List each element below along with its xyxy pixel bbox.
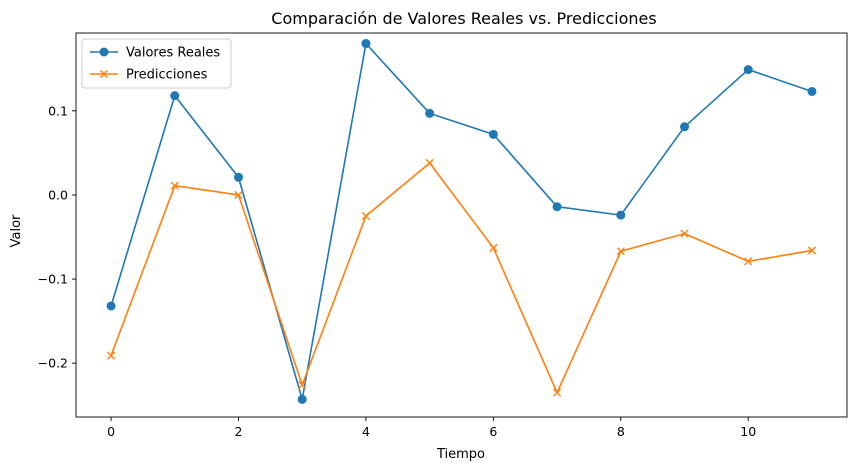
- x-tick-label-1: 2: [235, 424, 243, 439]
- series-0-point-11: [807, 86, 817, 96]
- series-0-point-1: [170, 91, 180, 101]
- y-axis-label: Valor: [9, 214, 24, 247]
- series-0-point-3: [297, 394, 307, 404]
- series-0-point-8: [616, 210, 626, 220]
- series-layer: [106, 39, 817, 404]
- x-axis: 0 2 4 6 8 10: [107, 417, 756, 439]
- series-0-point-7: [552, 202, 562, 212]
- y-tick-label-2: 0.0: [48, 187, 68, 202]
- series-1-point-5: [425, 158, 434, 168]
- series-1-point-11: [807, 246, 817, 255]
- x-axis-label: Tiempo: [436, 447, 485, 462]
- series-1-point-2: [234, 190, 243, 200]
- legend-label-0: Valores Reales: [126, 46, 220, 61]
- x-tick-label-0: 0: [107, 424, 115, 439]
- y-tick-label-0: −0.2: [38, 356, 68, 371]
- series-0-point-6: [488, 129, 498, 139]
- plot-area: [75, 32, 848, 418]
- chart-title: Comparación de Valores Reales vs. Predic…: [271, 9, 656, 28]
- x-tick-label-3: 6: [489, 424, 497, 439]
- series-1-point-7: [552, 388, 562, 397]
- y-tick-label-3: 0.1: [48, 103, 68, 118]
- series-1-point-8: [616, 247, 625, 256]
- series-0-point-5: [425, 108, 435, 118]
- series-1-point-6: [489, 243, 498, 253]
- series-1-point-3: [298, 380, 307, 390]
- series-1-point-1: [170, 181, 179, 190]
- series-0-point-10: [743, 65, 753, 75]
- series-line-1: [110, 162, 813, 394]
- series-1-point-10: [744, 257, 753, 266]
- x-tick-label-2: 4: [362, 424, 370, 439]
- series-0-point-0: [106, 301, 116, 311]
- y-tick-label-1: −0.1: [38, 272, 68, 287]
- series-line-0: [110, 42, 813, 401]
- x-tick-label-5: 10: [740, 424, 756, 439]
- series-1-point-9: [680, 229, 689, 238]
- legend-label-1: Predicciones: [126, 68, 208, 83]
- plot-frame: [75, 32, 848, 418]
- series-0-point-2: [233, 172, 243, 182]
- series-0-point-9: [680, 122, 690, 132]
- legend-marker-1: [99, 69, 109, 79]
- x-tick-label-4: 8: [617, 424, 625, 439]
- legend-box: [81, 38, 232, 89]
- series-1-point-0: [106, 351, 116, 360]
- legend-marker-0: [99, 47, 109, 57]
- series-0-point-4: [361, 39, 371, 49]
- y-axis: −0.2 −0.1 0.0 0.1: [38, 103, 76, 371]
- series-1-point-4: [361, 211, 371, 221]
- legend: Valores Reales Predicciones: [81, 38, 232, 89]
